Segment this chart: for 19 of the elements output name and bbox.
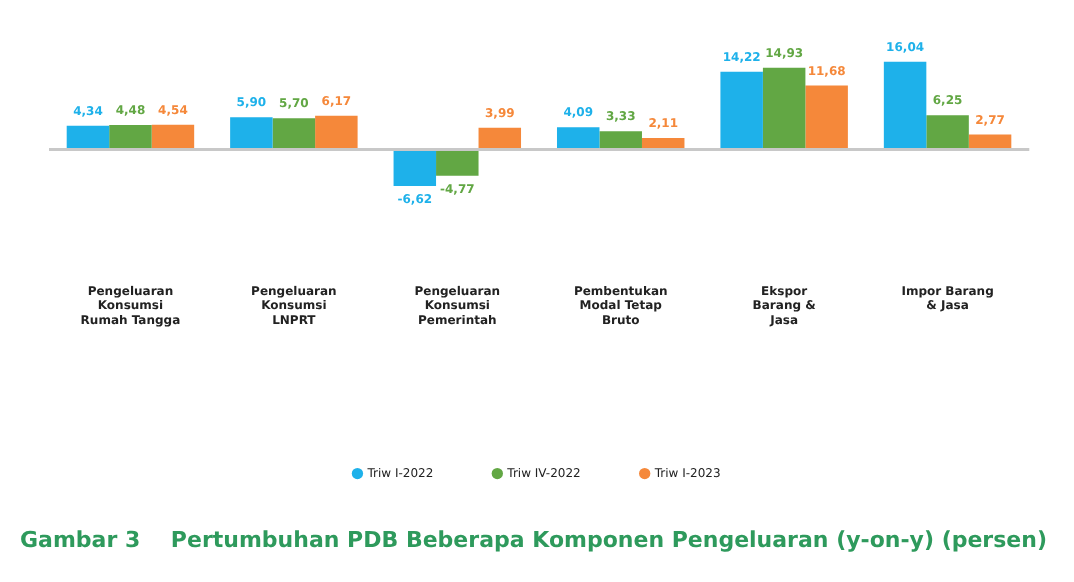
bar: [151, 124, 195, 149]
bar: [926, 115, 969, 149]
bar: [230, 117, 273, 149]
bar: [968, 134, 1012, 149]
bar: [478, 127, 522, 149]
bar: [641, 138, 685, 149]
bar: [315, 115, 358, 149]
bar: [883, 61, 927, 149]
bar: [720, 71, 763, 149]
bar: [109, 125, 152, 149]
bar: [762, 67, 806, 149]
bar: [272, 118, 316, 149]
bar: [66, 125, 110, 149]
text: Gambar 3 Pertumbuhan PDB Beberapa Komponen Pengeluaran (y-on-y) (persen): [20, 526, 1047, 553]
bar: [556, 127, 600, 149]
bar: [805, 85, 848, 149]
bar: [599, 131, 642, 149]
bar: [436, 151, 479, 176]
bar: [393, 151, 437, 186]
